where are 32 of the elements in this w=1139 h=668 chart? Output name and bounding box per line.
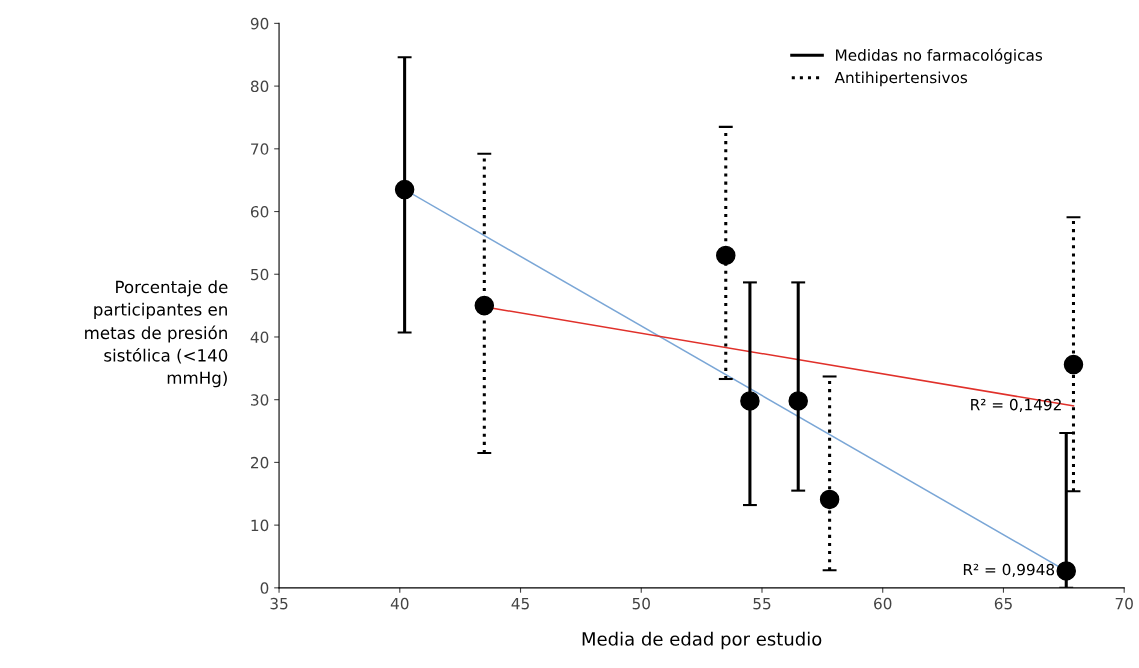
point [394, 179, 415, 200]
x-axis-title: Media de edad por estudio [582, 631, 822, 650]
legend-label: Antihipertensivos [834, 71, 968, 87]
y-tick-label: 80 [250, 80, 269, 93]
y-tick-label: 90 [250, 17, 269, 30]
y-tick-label: 70 [251, 143, 269, 155]
x-tick-label: 55 [753, 598, 771, 610]
x-tick-label: 40 [390, 597, 409, 610]
y-tick-label: 60 [250, 206, 269, 218]
x-tick-label: 65 [994, 597, 1012, 610]
x-tick-label: 50 [632, 597, 650, 610]
y-tick-label: 40 [250, 331, 269, 343]
point [474, 295, 495, 316]
point [740, 391, 760, 411]
x-tick-label: 45 [511, 598, 529, 610]
y-tick-label: 50 [251, 268, 269, 281]
y-tick-label: 10 [251, 519, 269, 532]
y-tick-label: 20 [251, 456, 269, 469]
legend-label: Medidas no farmacológicas [836, 48, 1043, 64]
x-tick-label: 35 [270, 597, 288, 610]
y-tick-label: 0 [260, 582, 269, 594]
point [716, 245, 736, 266]
x-tick-label: 70 [1115, 597, 1133, 610]
point [788, 391, 808, 411]
annotation: R² = 0,9948 [963, 563, 1055, 577]
point [1063, 354, 1084, 375]
y-axis-title: Porcentaje de participantes en metas de presión sistólica (<140 mmHg) [85, 280, 228, 388]
point [1056, 561, 1076, 581]
x-tick-label: 60 [874, 597, 892, 610]
annotation: R² = 0,1492 [971, 398, 1061, 412]
point [819, 489, 840, 510]
y-tick-label: 30 [251, 394, 269, 406]
